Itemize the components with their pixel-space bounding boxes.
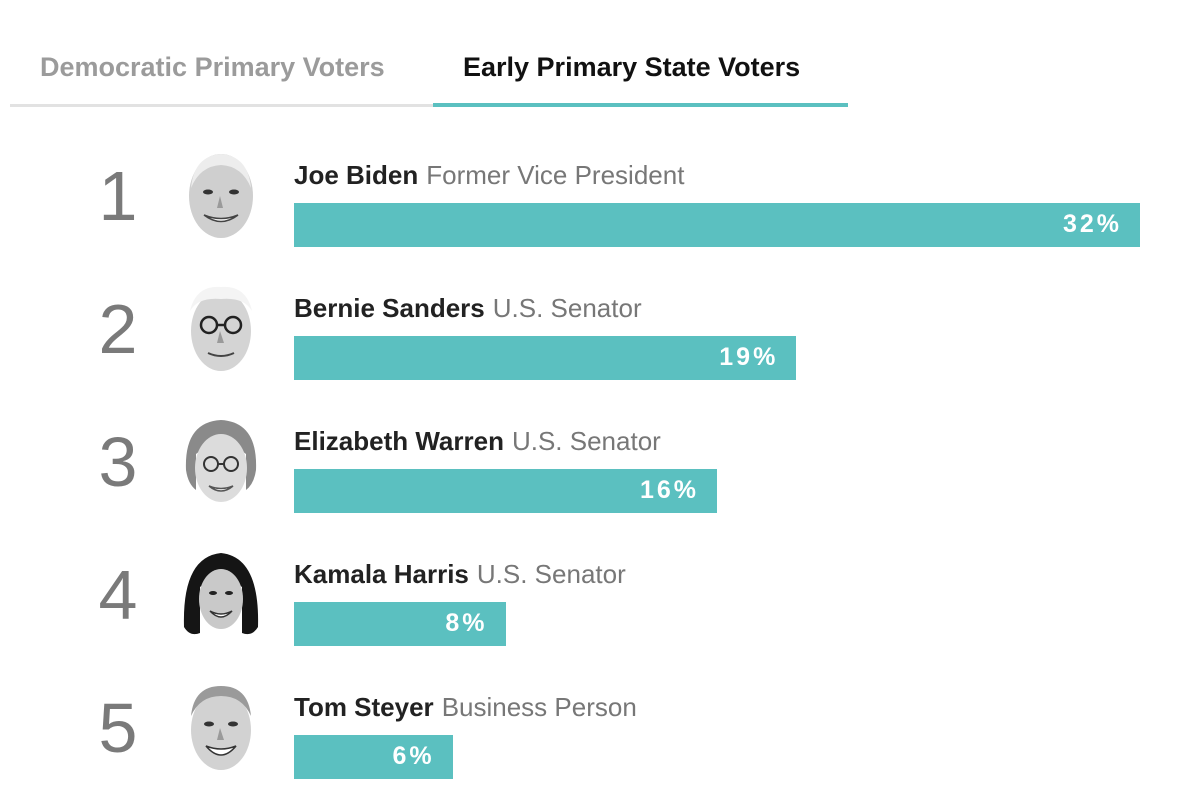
- bar-value-label: 6%: [392, 742, 435, 770]
- candidate-label: Bernie Sanders U.S. Senator: [294, 293, 642, 324]
- candidate-label: Joe Biden Former Vice President: [294, 160, 684, 191]
- bar: 8%: [294, 602, 506, 646]
- candidate-name: Elizabeth Warren: [294, 426, 504, 456]
- candidate-title: U.S. Senator: [476, 559, 626, 589]
- candidate-title: U.S. Senator: [492, 293, 642, 323]
- candidate-label: Tom Steyer Business Person: [294, 692, 637, 723]
- tab-early-primary-state-voters[interactable]: Early Primary State Voters: [433, 30, 848, 107]
- rank-number: 1: [98, 157, 138, 235]
- candidate-name: Bernie Sanders: [294, 293, 485, 323]
- candidate-name: Kamala Harris: [294, 559, 469, 589]
- bar: 19%: [294, 336, 797, 380]
- joe-biden-portrait-icon: [182, 148, 260, 240]
- bar: 6%: [294, 735, 453, 779]
- rank-number: 4: [98, 556, 138, 634]
- audience-tabs: Democratic Primary Voters Early Primary …: [10, 30, 848, 107]
- candidate-title: Former Vice President: [426, 160, 685, 190]
- candidate-row: 3 Elizabeth Warren U.S. Senator 16%: [0, 399, 1200, 532]
- rank-number: 2: [98, 290, 138, 368]
- candidate-name: Joe Biden: [294, 160, 419, 190]
- kamala-harris-portrait-icon: [182, 547, 260, 639]
- rank-number: 3: [98, 423, 138, 501]
- candidate-title: U.S. Senator: [511, 426, 661, 456]
- bar-value-label: 16%: [639, 476, 699, 504]
- active-tab-underline: [433, 103, 848, 107]
- bernie-sanders-portrait-icon: [182, 281, 260, 373]
- tom-steyer-portrait-icon: [182, 680, 260, 772]
- candidate-name: Tom Steyer: [294, 692, 434, 722]
- candidate-row: 5 Tom Steyer Business Person 6%: [0, 665, 1200, 798]
- candidate-title: Business Person: [441, 692, 637, 722]
- bar-value-label: 8%: [445, 609, 488, 637]
- tab-underline: [10, 104, 433, 107]
- bar-value-label: 19%: [719, 343, 779, 371]
- tab-label: Early Primary State Voters: [463, 52, 801, 82]
- bar-value-label: 32%: [1062, 210, 1122, 238]
- rank-number: 5: [98, 689, 138, 767]
- candidate-row: 1 Joe Biden Former Vice President 32%: [0, 133, 1200, 266]
- elizabeth-warren-portrait-icon: [182, 414, 260, 506]
- bar: 16%: [294, 469, 717, 513]
- tab-label: Democratic Primary Voters: [40, 52, 385, 82]
- tab-democratic-primary-voters[interactable]: Democratic Primary Voters: [10, 30, 433, 107]
- candidate-row: 4 Kamala Harris U.S. Senator 8%: [0, 532, 1200, 665]
- bar: 32%: [294, 203, 1140, 247]
- candidate-label: Kamala Harris U.S. Senator: [294, 559, 626, 590]
- candidate-label: Elizabeth Warren U.S. Senator: [294, 426, 661, 457]
- candidate-row: 2 Bernie Sanders U.S. Senator 19%: [0, 266, 1200, 399]
